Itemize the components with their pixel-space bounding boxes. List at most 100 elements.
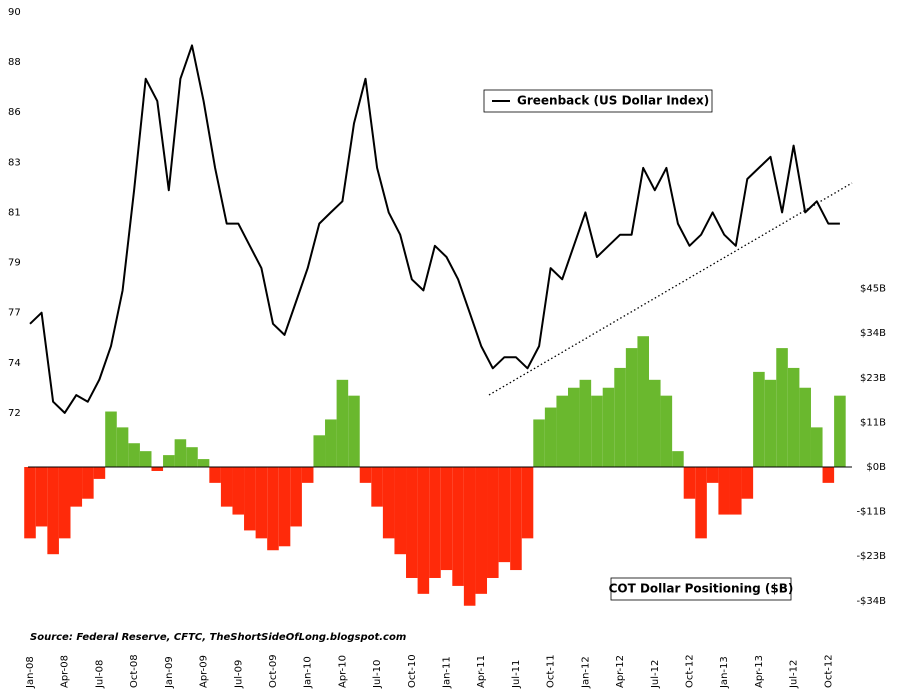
y2-tick-label: -$34B bbox=[856, 596, 886, 607]
x-tick-label: Apr-13 bbox=[754, 655, 765, 688]
bar bbox=[313, 435, 326, 468]
bar bbox=[278, 467, 291, 547]
bar bbox=[510, 467, 522, 571]
legend-label: Greenback (US Dollar Index) bbox=[517, 94, 709, 108]
bar bbox=[764, 379, 777, 468]
bar bbox=[139, 451, 152, 468]
bar bbox=[695, 467, 707, 539]
y2-tick-label: $34B bbox=[860, 328, 886, 339]
legend-box bbox=[610, 577, 792, 601]
y-tick-label: 77 bbox=[8, 308, 21, 319]
bar bbox=[718, 467, 730, 515]
bar bbox=[417, 467, 430, 594]
x-tick-label: Apr-10 bbox=[337, 655, 348, 688]
bar bbox=[220, 467, 233, 507]
y-tick-label: 90 bbox=[8, 7, 21, 18]
bar bbox=[660, 395, 673, 468]
bar bbox=[556, 395, 569, 468]
x-tick-label: Oct-11 bbox=[546, 654, 557, 688]
bar bbox=[672, 451, 684, 468]
bar bbox=[648, 379, 661, 468]
bar bbox=[116, 427, 129, 468]
bar bbox=[336, 379, 349, 468]
bar bbox=[429, 467, 441, 578]
y-tick-label: 88 bbox=[8, 57, 21, 68]
y2-tick-label: $45B bbox=[860, 284, 886, 295]
legend-label: COT Dollar Positioning ($B) bbox=[609, 582, 794, 596]
x-tick-label: Oct-12 bbox=[684, 654, 695, 688]
y2-tick-label: $0B bbox=[866, 462, 886, 473]
y-tick-label: 74 bbox=[8, 358, 21, 369]
legend-box bbox=[483, 89, 713, 113]
bar bbox=[394, 467, 407, 555]
bar bbox=[197, 459, 210, 468]
bar bbox=[475, 467, 488, 594]
bar bbox=[591, 395, 603, 468]
bar bbox=[637, 336, 649, 468]
y2-tick-label: $11B bbox=[860, 417, 886, 428]
bar bbox=[174, 439, 187, 468]
bar bbox=[371, 467, 383, 507]
bar bbox=[625, 348, 638, 468]
bar bbox=[683, 467, 696, 499]
bar bbox=[568, 387, 580, 468]
bar bbox=[244, 467, 256, 531]
bar bbox=[544, 407, 557, 468]
x-tick-label: Jan-08 bbox=[25, 656, 36, 689]
bar bbox=[209, 467, 221, 483]
x-tick-label: Jul-11 bbox=[511, 660, 522, 689]
bar bbox=[776, 348, 788, 468]
bar bbox=[741, 467, 754, 499]
bar bbox=[498, 467, 511, 563]
bar bbox=[382, 467, 395, 539]
bar bbox=[521, 467, 534, 539]
bar bbox=[533, 419, 545, 468]
x-tick-label: Jan-13 bbox=[719, 656, 730, 689]
bar bbox=[290, 467, 302, 527]
bar bbox=[325, 419, 337, 468]
bar bbox=[70, 467, 83, 507]
trend-line bbox=[488, 182, 853, 396]
bar bbox=[822, 467, 835, 483]
bar bbox=[163, 455, 175, 468]
x-tick-label: Jan-11 bbox=[442, 656, 453, 689]
bar bbox=[267, 467, 279, 551]
bar bbox=[301, 467, 314, 483]
bar bbox=[753, 371, 765, 468]
x-tick-label: Jul-12 bbox=[789, 660, 800, 689]
bar bbox=[440, 467, 453, 571]
x-tick-label: Jan-10 bbox=[303, 656, 314, 689]
bar bbox=[602, 387, 615, 468]
bar bbox=[93, 467, 106, 479]
bar bbox=[348, 395, 360, 468]
x-tick-label: Jul-12 bbox=[650, 660, 661, 689]
y-tick-label: 81 bbox=[8, 207, 21, 218]
y2-tick-label: $23B bbox=[860, 373, 886, 384]
source-note: Source: Federal Reserve, CFTC, TheShortS… bbox=[30, 632, 406, 643]
x-tick-label: Apr-11 bbox=[476, 655, 487, 688]
bar bbox=[105, 411, 117, 468]
bar bbox=[35, 467, 48, 527]
y-tick-label: 79 bbox=[8, 258, 21, 269]
y2-tick-label: -$23B bbox=[856, 551, 886, 562]
x-tick-label: Jul-08 bbox=[94, 660, 105, 689]
bar bbox=[729, 467, 742, 515]
x-tick-label: Apr-09 bbox=[199, 655, 210, 688]
bar bbox=[787, 367, 800, 468]
bar bbox=[359, 467, 372, 483]
bar bbox=[151, 467, 164, 471]
bar bbox=[614, 367, 626, 468]
bar bbox=[579, 379, 592, 468]
bar bbox=[834, 395, 846, 468]
x-tick-label: Apr-12 bbox=[615, 655, 626, 688]
bar bbox=[47, 467, 59, 555]
bar bbox=[255, 467, 268, 539]
x-tick-label: Jan-12 bbox=[580, 656, 591, 689]
bar bbox=[82, 467, 94, 499]
x-tick-label: Apr-08 bbox=[60, 655, 71, 688]
y-tick-label: 86 bbox=[8, 107, 21, 118]
bar bbox=[406, 467, 418, 578]
x-tick-label: Oct-12 bbox=[823, 654, 834, 688]
bar bbox=[24, 467, 36, 539]
